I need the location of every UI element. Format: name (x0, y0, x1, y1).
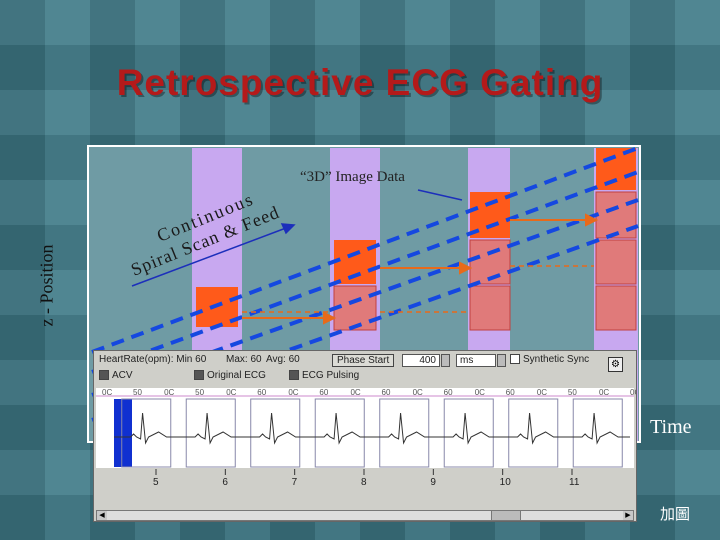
orange-dashed-guides (242, 265, 594, 313)
time-tick-label: 7 (292, 477, 298, 488)
heart-rate-avg: Avg: 60 (266, 354, 300, 365)
heart-rate-min: HeartRate(opm): Min 60 (99, 354, 207, 365)
ecg-markers: 0C 50 0C 50 0C 60 0C 60 0C 60 0C 60 0C 60 0C 50 0C 0C (102, 388, 637, 397)
ecg-marker: 0C (537, 388, 547, 397)
pointer-lines (131, 189, 463, 287)
ecg-trace-background (96, 388, 634, 468)
arrow-head (585, 213, 599, 227)
slide-title: Retrospective ECG Gating (116, 62, 604, 103)
ecg-marker: 50 (195, 388, 204, 397)
time-tick-label: 9 (430, 477, 436, 488)
pink-slab (595, 191, 637, 239)
footer-label: 加圖 (660, 506, 691, 523)
arrow-head (323, 311, 337, 325)
scroll-thumb[interactable] (491, 511, 521, 520)
synthetic-sync-label: Synthetic Sync (523, 354, 590, 365)
ecg-marker: 60 (319, 388, 328, 397)
ecg-scrollbar[interactable]: ◀ ▶ (96, 510, 634, 521)
acv-checkbox[interactable]: ACV (99, 370, 133, 381)
ecg-pulsing-label: ECG Pulsing (302, 370, 360, 381)
reference-arrows (242, 213, 599, 325)
ecg-marker: 0C (102, 388, 112, 397)
ecg-marker: 0C (475, 388, 485, 397)
original-ecg-label: Original ECG (207, 370, 266, 381)
ecg-pulsing-checkbox[interactable]: ECG Pulsing (289, 370, 359, 381)
ecg-trace-panel: 0C 50 0C 50 0C 60 0C 60 0C 60 0C 60 0C 60 0C 50 0C 0C 5 6 7… (96, 388, 637, 488)
pink-slab (595, 285, 637, 331)
scroll-right-button[interactable]: ▶ (623, 511, 633, 520)
time-tick-label: 8 (361, 477, 367, 488)
orange-slab (596, 148, 636, 190)
ecg-beats (121, 398, 623, 468)
ecg-marker: 50 (568, 388, 577, 397)
spiral-arrow-line (131, 227, 287, 287)
time-tick-label: 6 (222, 477, 228, 488)
ecg-beat-box (379, 398, 430, 468)
spiral-arrow-head (280, 223, 296, 235)
time-tick-label: 11 (569, 477, 580, 488)
ecg-marker: 0C (413, 388, 423, 397)
options-icon[interactable]: ⚙ (608, 357, 623, 372)
phase-spinner[interactable] (441, 354, 450, 367)
time-ticks: 5 6 7 8 9 10 11 (153, 469, 580, 488)
annotation-3d: “3D” Image Data (300, 169, 405, 185)
ecg-marker: 0C (226, 388, 236, 397)
ecg-beat-box (508, 398, 559, 468)
synthetic-sync-checkbox[interactable]: Synthetic Sync (510, 354, 589, 365)
ecg-beat-box (185, 398, 236, 468)
phase-value-input[interactable]: 400 (402, 354, 440, 367)
ecg-beat-box (572, 398, 623, 468)
pointer-line-3d (417, 189, 463, 201)
time-tick-label: 5 (153, 477, 159, 488)
ecg-marker: 60 (506, 388, 515, 397)
ecg-beat-box (443, 398, 494, 468)
time-tick-label: 10 (500, 477, 512, 488)
dashed-line (91, 146, 639, 354)
acv-label: ACV (112, 370, 133, 381)
unit-dropdown-button[interactable] (497, 354, 506, 367)
ecg-marker: 0C (599, 388, 609, 397)
ecg-gating-window: HeartRate(opm): Min 60 Max: 60 Avg: 60 P… (93, 350, 637, 522)
scroll-left-button[interactable]: ◀ (97, 511, 107, 520)
ecg-marker: 0C (164, 388, 174, 397)
ecg-marker: 0C (288, 388, 298, 397)
unit-select[interactable]: ms (456, 354, 496, 367)
ecg-beat-box (314, 398, 365, 468)
ecg-waveform (114, 412, 630, 445)
ecg-marker: 60 (444, 388, 453, 397)
phase-start-button[interactable]: Phase Start (332, 354, 395, 367)
pink-slab (469, 285, 511, 331)
ecg-marker: 0C (630, 388, 637, 397)
pink-slab (595, 239, 637, 285)
ecg-beat-box (121, 398, 172, 468)
ecg-marker: 60 (382, 388, 391, 397)
ecg-marker: 50 (133, 388, 142, 397)
ecg-beat-box (250, 398, 301, 468)
ecg-marker: 60 (257, 388, 266, 397)
heart-rate-max: Max: 60 (226, 354, 262, 365)
original-ecg-checkbox[interactable]: Original ECG (194, 370, 266, 381)
ecg-marker: 0C (350, 388, 360, 397)
arrow-head (459, 261, 473, 275)
dashed-line (91, 170, 639, 374)
current-window-highlight (114, 399, 132, 467)
x-axis-label: Time (650, 416, 692, 438)
